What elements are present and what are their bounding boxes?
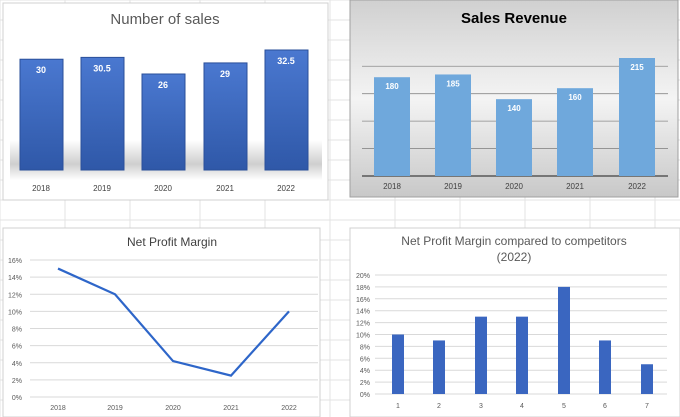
bar: [374, 77, 410, 176]
y-tick-label: 8%: [360, 344, 370, 351]
y-tick-label: 0%: [360, 392, 370, 399]
y-tick-label: 4%: [360, 368, 370, 375]
data-label: 160: [568, 93, 582, 102]
y-tick-label: 16%: [8, 258, 22, 265]
x-tick-label: 2022: [281, 405, 297, 412]
x-tick-label: 2021: [223, 405, 239, 412]
bar: [80, 56, 125, 171]
data-label: 215: [630, 63, 644, 72]
y-tick-label: 6%: [360, 356, 370, 363]
bar: [433, 340, 445, 394]
y-tick-label: 14%: [8, 275, 22, 282]
data-label: 180: [385, 82, 399, 91]
data-label: 30: [36, 65, 46, 75]
bar: [392, 334, 404, 394]
bar: [516, 316, 528, 394]
bar: [557, 88, 593, 176]
chart-number-of-sales[interactable]: Number of sales 30 2018 30.5 2019 26 2020 29 20…: [2, 2, 329, 201]
y-tick-label: 20%: [356, 273, 370, 280]
y-tick-label: 12%: [8, 292, 22, 299]
x-tick-label: 3: [479, 403, 483, 410]
chart-title: Net Profit Margin: [127, 235, 217, 249]
y-tick-label: 2%: [12, 378, 22, 385]
x-tick-label: 2019: [93, 184, 111, 193]
y-tick-label: 18%: [356, 285, 370, 292]
x-tick-label: 2019: [107, 405, 123, 412]
x-tick-label: 7: [645, 403, 649, 410]
bar: [558, 286, 570, 394]
data-label: 140: [507, 104, 521, 113]
data-label: 185: [446, 79, 460, 88]
y-tick-label: 2%: [360, 380, 370, 387]
x-tick-label: 4: [520, 403, 524, 410]
x-tick-label: 2018: [383, 182, 401, 191]
x-tick-label: 2020: [165, 405, 181, 412]
data-label: 26: [158, 80, 168, 90]
chart-subtitle: (2022): [497, 250, 532, 264]
chart-net-profit-margin[interactable]: Net Profit Margin 0% 2% 4% 6% 8% 10% 12% 14% 16%…: [2, 227, 321, 417]
x-tick-label: 6: [603, 403, 607, 410]
x-tick-label: 2022: [628, 182, 646, 191]
chart-competitors[interactable]: Net Profit Margin compared to competitor…: [349, 227, 680, 417]
y-tick-label: 10%: [356, 333, 370, 340]
data-label: 30.5: [93, 63, 111, 73]
bar: [619, 58, 655, 176]
x-tick-label: 2021: [216, 184, 234, 193]
data-label: 29: [220, 69, 230, 79]
x-tick-label: 1: [396, 403, 400, 410]
y-tick-label: 16%: [356, 297, 370, 304]
x-tick-label: 2020: [154, 184, 172, 193]
x-tick-label: 2018: [50, 405, 66, 412]
bar: [203, 62, 248, 171]
chart-title: Number of sales: [110, 11, 219, 28]
y-tick-label: 6%: [12, 344, 22, 351]
y-tick-label: 0%: [12, 395, 22, 402]
bar: [19, 58, 64, 171]
data-label: 32.5: [277, 56, 295, 66]
bar: [599, 340, 611, 394]
y-tick-label: 10%: [8, 309, 22, 316]
bar: [475, 316, 487, 394]
x-tick-label: 2022: [277, 184, 295, 193]
chart-sales-revenue[interactable]: Sales Revenue 180 2018 185 2019 140 2020 160 20…: [349, 0, 679, 198]
chart-title: Net Profit Margin compared to competitor…: [401, 234, 626, 248]
x-tick-label: 2020: [505, 182, 523, 191]
y-tick-label: 8%: [12, 327, 22, 334]
bar: [141, 73, 186, 171]
x-tick-label: 2: [437, 403, 441, 410]
y-tick-label: 4%: [12, 361, 22, 368]
x-tick-label: 2018: [32, 184, 50, 193]
x-tick-label: 2019: [444, 182, 462, 191]
bar: [641, 364, 653, 394]
x-tick-label: 5: [562, 403, 566, 410]
y-tick-label: 14%: [356, 309, 370, 316]
x-tick-label: 2021: [566, 182, 584, 191]
bar: [264, 49, 309, 171]
chart-title: Sales Revenue: [461, 10, 567, 27]
bar: [496, 99, 532, 176]
y-tick-label: 12%: [356, 321, 370, 328]
bar: [435, 74, 471, 176]
